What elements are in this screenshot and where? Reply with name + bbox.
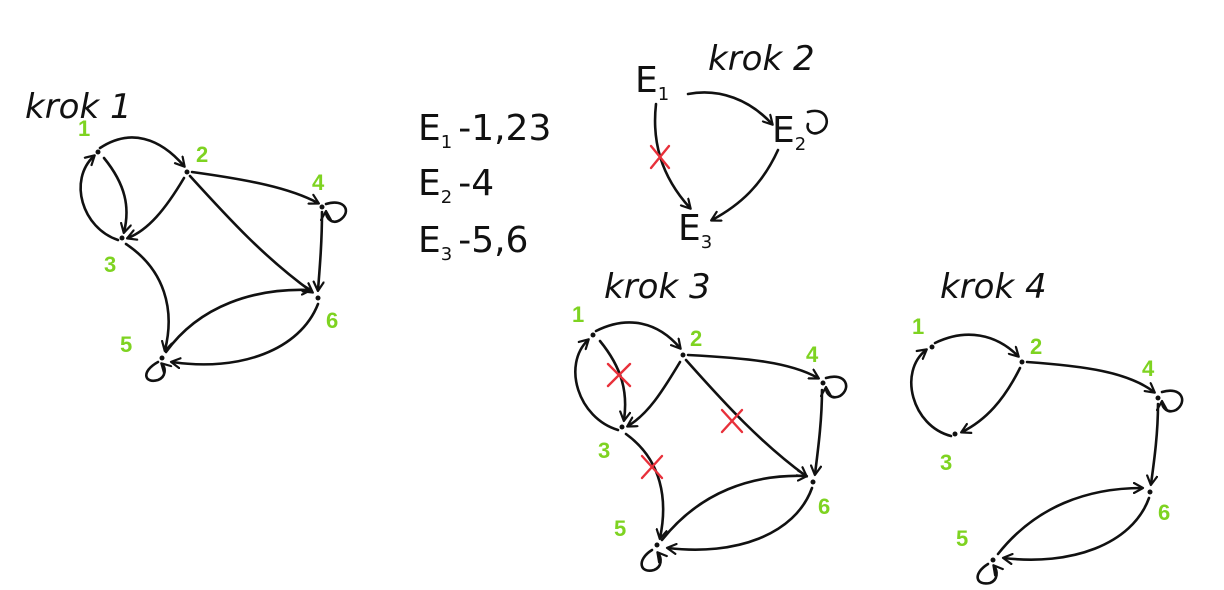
step4-edge-4-4 (1162, 389, 1184, 413)
step2-title: krok 2 (708, 39, 815, 79)
step2-edge-e2-e3 (712, 148, 780, 220)
step4-node-2 (1019, 359, 1025, 365)
step1-edge-1-2 (98, 136, 184, 166)
step3-edge-3-5 (624, 432, 663, 538)
step1-node-5 (159, 355, 165, 361)
step3-cross-icon-1-3 (606, 362, 632, 388)
component-list: E1 -1,23 E2 -4 E3 -5,6 (418, 108, 551, 265)
step4-node-3 (952, 431, 958, 437)
step4-edge-2-3 (962, 366, 1022, 432)
step4-node-5 (990, 557, 996, 563)
step3-cross-icon-2-6 (720, 408, 744, 434)
step3-label-5: 5 (614, 516, 626, 541)
step3-node-5 (654, 542, 660, 548)
step1-edge-2-3 (128, 176, 186, 238)
step3-cross-icon-3-5 (640, 454, 664, 480)
step1-edge-5-5 (145, 360, 164, 383)
step4-label-6: 6 (1158, 500, 1170, 525)
step3-edge-2-3 (628, 360, 682, 426)
step1-title: krok 1 (25, 87, 132, 127)
step1-node-2 (184, 169, 190, 175)
component-e2: E2 -4 (418, 163, 494, 208)
step4-edge-6-5 (1004, 496, 1151, 560)
step1-node-6 (315, 295, 321, 301)
step3-edge-1-2 (594, 321, 680, 348)
step3-title: krok 3 (604, 267, 711, 307)
step3-node-3 (619, 424, 625, 430)
step4-node-6 (1147, 489, 1153, 495)
step3-node-2 (680, 352, 686, 358)
step1-edge-3-1 (79, 156, 120, 242)
step4-edge-5-6 (996, 488, 1142, 556)
step2-edge-e2-e2 (806, 109, 829, 135)
step4-edge-1-2 (933, 333, 1018, 356)
step1-label-5: 5 (120, 332, 132, 357)
step3-node-6 (810, 479, 816, 485)
step3-edge-4-4 (826, 375, 848, 399)
step1-edge-4-4 (326, 201, 348, 223)
step3-edge-2-6 (684, 358, 806, 476)
step4-edge-4-6 (1151, 402, 1160, 484)
step4-label-2: 2 (1030, 334, 1042, 359)
step1-edge-5-6 (164, 290, 310, 354)
step1-edge-2-4 (190, 170, 318, 203)
step1-label-4: 4 (312, 170, 325, 195)
step3-edge-1-3 (598, 339, 625, 420)
step3-edge-6-5 (668, 486, 814, 550)
step3-node-1 (590, 332, 596, 338)
step1-label-1: 1 (78, 116, 90, 141)
step2-graph: krok 2 E1 E2 E3 (635, 39, 829, 253)
step4-node-1 (929, 344, 935, 350)
step4-label-5: 5 (956, 526, 968, 551)
step1-edge-4-6 (318, 210, 322, 290)
step4-node-4 (1155, 395, 1161, 401)
step1-node-3 (119, 235, 125, 241)
step1-label-3: 3 (104, 252, 116, 277)
step1-edge-1-3 (102, 156, 127, 232)
step4-label-3: 3 (940, 450, 952, 475)
step1-edge-3-5 (124, 242, 169, 350)
step3-label-2: 2 (690, 326, 702, 351)
step3-label-3: 3 (598, 438, 610, 463)
step4-label-4: 4 (1142, 356, 1155, 381)
step2-node-e1: E1 (635, 60, 669, 105)
step4-edge-2-4 (1025, 360, 1154, 392)
step4-edge-5-5 (976, 562, 997, 585)
step4-graph: krok 4 1 2 3 4 5 6 (910, 267, 1184, 585)
step2-node-e3: E3 (678, 208, 712, 253)
step3-label-4: 4 (806, 342, 819, 367)
step3-label-6: 6 (818, 494, 830, 519)
step1-node-4 (319, 204, 325, 210)
step1-label-6: 6 (326, 308, 338, 333)
step2-node-e2: E2 (772, 110, 806, 155)
component-e3: E3 -5,6 (418, 220, 528, 265)
step2-edge-e1-e2 (686, 91, 772, 124)
step1-graph: krok 1 1 2 3 4 5 6 (25, 87, 348, 383)
step4-label-1: 1 (912, 314, 924, 339)
component-e1: E1 -1,23 (418, 108, 551, 153)
step3-edge-5-5 (640, 548, 661, 572)
step1-edge-6-5 (172, 302, 320, 364)
step3-edge-2-4 (686, 353, 818, 378)
step4-edge-3-1 (910, 350, 953, 438)
step1-edge-2-6 (188, 174, 312, 292)
step3-edge-4-6 (815, 388, 824, 474)
step1-node-1 (95, 149, 101, 155)
step1-label-2: 2 (196, 142, 208, 167)
step3-label-1: 1 (572, 302, 584, 327)
step2-cross-icon (649, 144, 671, 170)
step3-node-4 (820, 380, 826, 386)
step3-edge-3-1 (574, 340, 620, 432)
step3-graph: krok 3 1 2 3 4 5 6 (572, 267, 848, 572)
step4-title: krok 4 (940, 267, 1047, 307)
step3-edge-5-6 (660, 476, 806, 542)
